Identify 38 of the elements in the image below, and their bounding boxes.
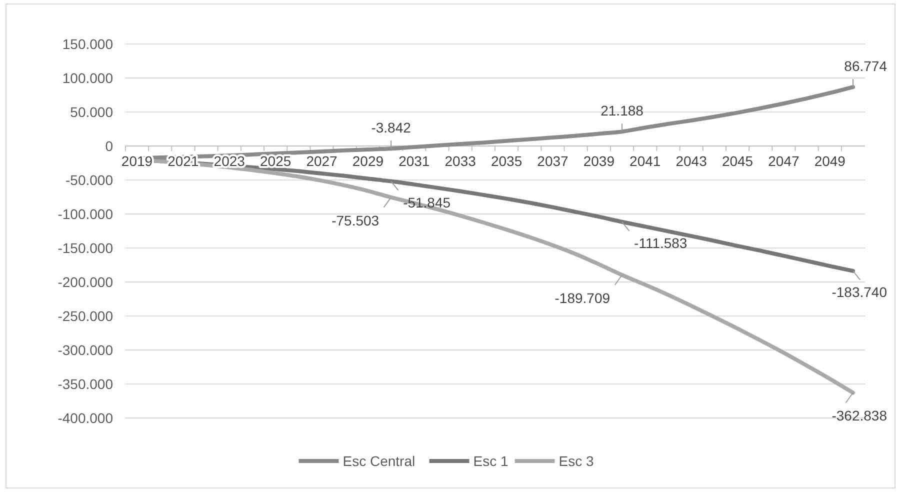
- x-tick-label: 2037: [537, 153, 569, 169]
- data-label: -183.740: [832, 284, 888, 300]
- legend-label: Esc 3: [558, 453, 594, 469]
- x-tick-label: 2025: [260, 153, 292, 169]
- x-tick-label: 2027: [306, 153, 338, 169]
- x-tick-label: 2039: [583, 153, 615, 169]
- y-tick-label: 0: [105, 138, 114, 154]
- y-tick-label: 50.000: [70, 104, 114, 120]
- data-label: -51.845: [403, 194, 451, 210]
- y-tick-label: -300.000: [58, 342, 114, 358]
- data-label: -189.709: [554, 290, 610, 306]
- x-tick-label: 2049: [814, 153, 846, 169]
- legend-label: Esc 1: [473, 453, 508, 469]
- x-tick-label: 2019: [121, 153, 153, 169]
- y-tick-label: -50.000: [66, 172, 114, 188]
- x-tick-label: 2031: [398, 153, 430, 169]
- data-label: -362.838: [832, 408, 888, 424]
- x-tick-label: 2041: [630, 153, 661, 169]
- x-tick-label: 2043: [676, 153, 708, 169]
- data-label: 86.774: [844, 58, 888, 74]
- y-tick-label: -400.000: [58, 410, 114, 426]
- y-tick-label: 100.000: [62, 70, 114, 86]
- x-tick-label: 2033: [444, 153, 476, 169]
- x-tick-label: 2029: [352, 153, 384, 169]
- y-tick-label: 150.000: [62, 36, 114, 52]
- legend-label: Esc Central: [342, 453, 416, 469]
- x-tick-label: 2047: [768, 153, 800, 169]
- data-label: 21.188: [600, 102, 644, 119]
- data-label: -3.842: [371, 120, 412, 136]
- y-tick-label: -150.000: [58, 240, 114, 256]
- y-tick-label: -350.000: [58, 376, 114, 392]
- data-label: -111.583: [634, 234, 688, 251]
- y-tick-label: -200.000: [58, 274, 114, 290]
- x-tick-label: 2045: [722, 153, 754, 169]
- y-tick-label: -250.000: [58, 308, 114, 324]
- data-label: -75.503: [332, 212, 380, 228]
- y-tick-label: -100.000: [58, 206, 114, 222]
- x-tick-label: 2035: [490, 153, 522, 169]
